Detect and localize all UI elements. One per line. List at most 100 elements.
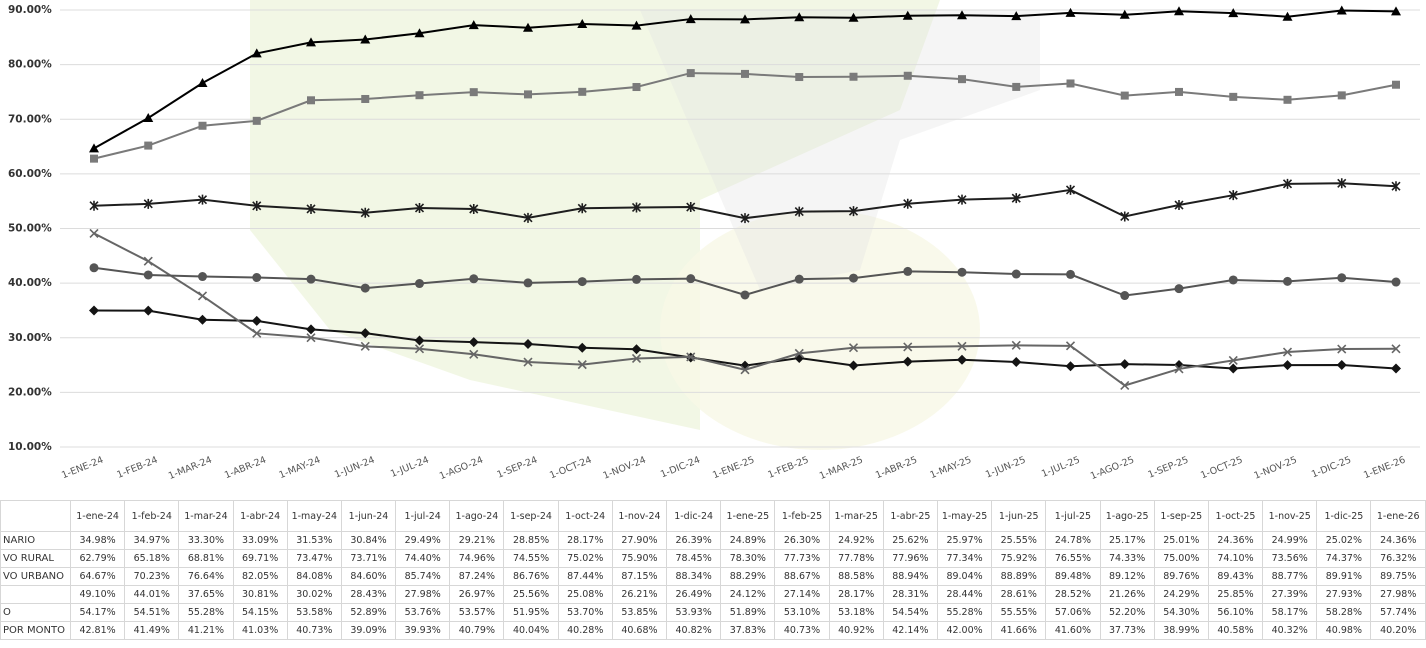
- data-point: [686, 69, 695, 78]
- table-cell: 25.85%: [1207, 585, 1264, 604]
- x-tick-label: 1-ENE-24: [60, 455, 105, 482]
- data-point: [1066, 269, 1075, 279]
- table-cell: 53.70%: [557, 603, 613, 622]
- table-cell: 28.43%: [340, 585, 397, 604]
- table-cell: 55.28%: [178, 603, 234, 622]
- table-cell: 40.58%: [1207, 621, 1264, 640]
- table-cell: 78.45%: [666, 549, 722, 568]
- table-cell: 74.55%: [503, 549, 559, 568]
- table-header-cell: 1-nov-25: [1262, 500, 1318, 532]
- data-point: [577, 18, 588, 28]
- row-label: NARIO: [0, 531, 71, 550]
- table-cell: 62.79%: [69, 549, 126, 568]
- table-cell: 38.99%: [1153, 621, 1209, 640]
- data-point: [89, 200, 99, 211]
- row-label: POR MONTO: [0, 621, 71, 640]
- row-label: [0, 585, 71, 604]
- table-cell: 54.54%: [882, 603, 938, 622]
- data-point: [1391, 181, 1401, 192]
- data-point: [89, 228, 99, 238]
- table-cell: 49.10%: [69, 585, 126, 604]
- data-point: [1337, 273, 1347, 283]
- table-cell: 77.96%: [882, 549, 938, 568]
- series: [90, 69, 1400, 163]
- table-cell: 40.28%: [557, 621, 613, 640]
- data-point: [740, 290, 750, 300]
- table-cell: 51.95%: [503, 603, 559, 622]
- x-tick-label: 1-MAY-24: [278, 455, 323, 482]
- y-tick-label: 50.00%: [8, 223, 52, 235]
- table-cell: 53.93%: [666, 603, 722, 622]
- table-cell: 39.09%: [340, 621, 397, 640]
- table-cell: 74.96%: [449, 549, 505, 568]
- table-cell: 24.29%: [1153, 585, 1209, 604]
- table-cell: 37.83%: [720, 621, 776, 640]
- table-cell: 41.66%: [991, 621, 1047, 640]
- table-cell: 41.49%: [124, 621, 180, 640]
- data-point: [1282, 178, 1293, 189]
- table-cell: 88.89%: [991, 567, 1047, 586]
- data-point: [848, 206, 859, 217]
- data-point: [1119, 359, 1130, 370]
- table-cell: 68.81%: [178, 549, 234, 568]
- table-cell: 40.92%: [828, 621, 884, 640]
- table-cell: 33.30%: [178, 531, 234, 550]
- data-point: [1011, 11, 1022, 21]
- table-cell: 55.28%: [936, 603, 993, 622]
- table-cell: 53.10%: [774, 603, 830, 622]
- x-tick-label: 1-ENE-26: [1362, 455, 1407, 482]
- table-cell: 34.97%: [124, 531, 180, 550]
- data-point: [469, 88, 478, 97]
- table-cell: 58.17%: [1262, 603, 1318, 622]
- table-cell: 28.17%: [828, 585, 884, 604]
- data-point: [523, 278, 533, 288]
- table-cell: 30.02%: [286, 585, 342, 604]
- series-lines: [89, 5, 1401, 391]
- table-cell: 74.33%: [1099, 549, 1155, 568]
- data-point: [197, 314, 208, 325]
- x-tick-label: 1-MAR-24: [167, 455, 214, 482]
- x-tick-label: 1-JUL-24: [389, 455, 431, 480]
- data-point: [631, 20, 642, 30]
- table-cell: 42.00%: [936, 621, 993, 640]
- table-cell: 27.14%: [774, 585, 830, 604]
- data-point: [1392, 80, 1400, 89]
- data-point: [89, 305, 99, 316]
- data-point: [1065, 184, 1076, 195]
- data-point: [794, 12, 805, 22]
- data-point: [1065, 7, 1076, 17]
- data-point: [1065, 341, 1076, 351]
- table-cell: 24.36%: [1207, 531, 1264, 550]
- table-header-cell: 1-jun-25: [991, 500, 1047, 532]
- x-axis-tick-labels: 1-ENE-24 1-FEB-24 1-MAR-24 1-ABR-24 1-MAY-24…: [60, 455, 1407, 483]
- data-point: [1282, 360, 1293, 371]
- table-cell: 28.52%: [1045, 585, 1101, 604]
- data-point: [306, 203, 316, 214]
- table-cell: 54.15%: [232, 603, 288, 622]
- data-point: [902, 356, 913, 367]
- table-header-cell: 1-oct-24: [557, 500, 613, 532]
- data-point: [1282, 11, 1293, 21]
- table-cell: 74.40%: [395, 549, 451, 568]
- table-cell: 54.17%: [69, 603, 126, 622]
- table-cell: 64.67%: [69, 567, 126, 586]
- table-cell: 29.49%: [395, 531, 451, 550]
- table-cell: 78.30%: [720, 549, 776, 568]
- data-point: [1337, 91, 1346, 100]
- x-tick-label: 1-ABR-24: [223, 455, 268, 482]
- data-point: [1228, 363, 1239, 374]
- data-point: [1174, 284, 1184, 294]
- x-tick-label: 1-SEP-24: [496, 455, 540, 481]
- table-cell: 76.32%: [1370, 549, 1426, 568]
- y-tick-label: 30.00%: [8, 332, 52, 344]
- table-cell: 82.05%: [232, 567, 288, 586]
- table-header-cell: 1-jun-24: [340, 500, 397, 532]
- table-cell: 53.76%: [395, 603, 451, 622]
- table-cell: 44.01%: [124, 585, 180, 604]
- data-point: [414, 202, 425, 213]
- row-label: VO RURAL: [0, 549, 71, 568]
- table-cell: 87.44%: [557, 567, 613, 586]
- table-cell: 74.37%: [1316, 549, 1372, 568]
- x-tick-label: 1-MAR-25: [818, 455, 865, 482]
- table-cell: 89.76%: [1153, 567, 1209, 586]
